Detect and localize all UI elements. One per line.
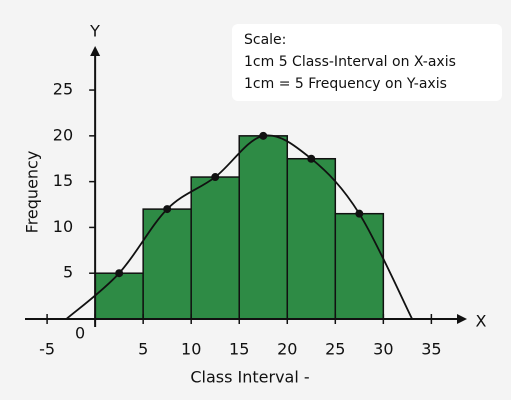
x-axis-label: Class Interval - [190,368,309,387]
y-axis-name: Y [89,22,100,41]
x-tick-label: 20 [277,340,297,359]
y-tick-label: 15 [53,171,73,190]
y-tick-label: 10 [53,217,73,236]
bar [334,212,385,320]
x-tick-label: 15 [229,340,249,359]
curve-point [355,209,364,218]
x-tick-label: 35 [421,340,441,359]
x-tick-label: 5 [138,340,148,359]
x-tick-label: 25 [325,340,345,359]
annotation-box [232,24,502,101]
x-tick-label: 30 [373,340,393,359]
y-arrow [90,46,101,56]
annotation-line: Scale: [244,32,286,48]
bar [190,176,240,320]
x-tick-label: 0 [75,324,85,343]
bar [142,208,192,320]
bar [94,272,144,320]
y-tick-label: 5 [63,263,73,282]
bar [286,157,337,320]
bar [238,135,289,320]
curve-point [163,205,172,214]
y-tick-label: 25 [53,80,73,99]
curve-point [211,173,220,182]
annotation-line: 1cm = 5 Frequency on Y-axis [244,76,447,92]
y-axis-label: Frequency [23,151,42,234]
x-axis-name: X [476,312,487,331]
curve-point [259,131,268,140]
curve-point [115,269,124,278]
annotation-line: 1cm 5 Class-Interval on X-axis [244,54,456,70]
x-arrow [457,314,467,324]
x-tick-label: -5 [39,340,55,359]
y-tick-label: 20 [53,125,73,144]
curve-point [307,154,316,163]
x-tick-label: 10 [181,340,201,359]
